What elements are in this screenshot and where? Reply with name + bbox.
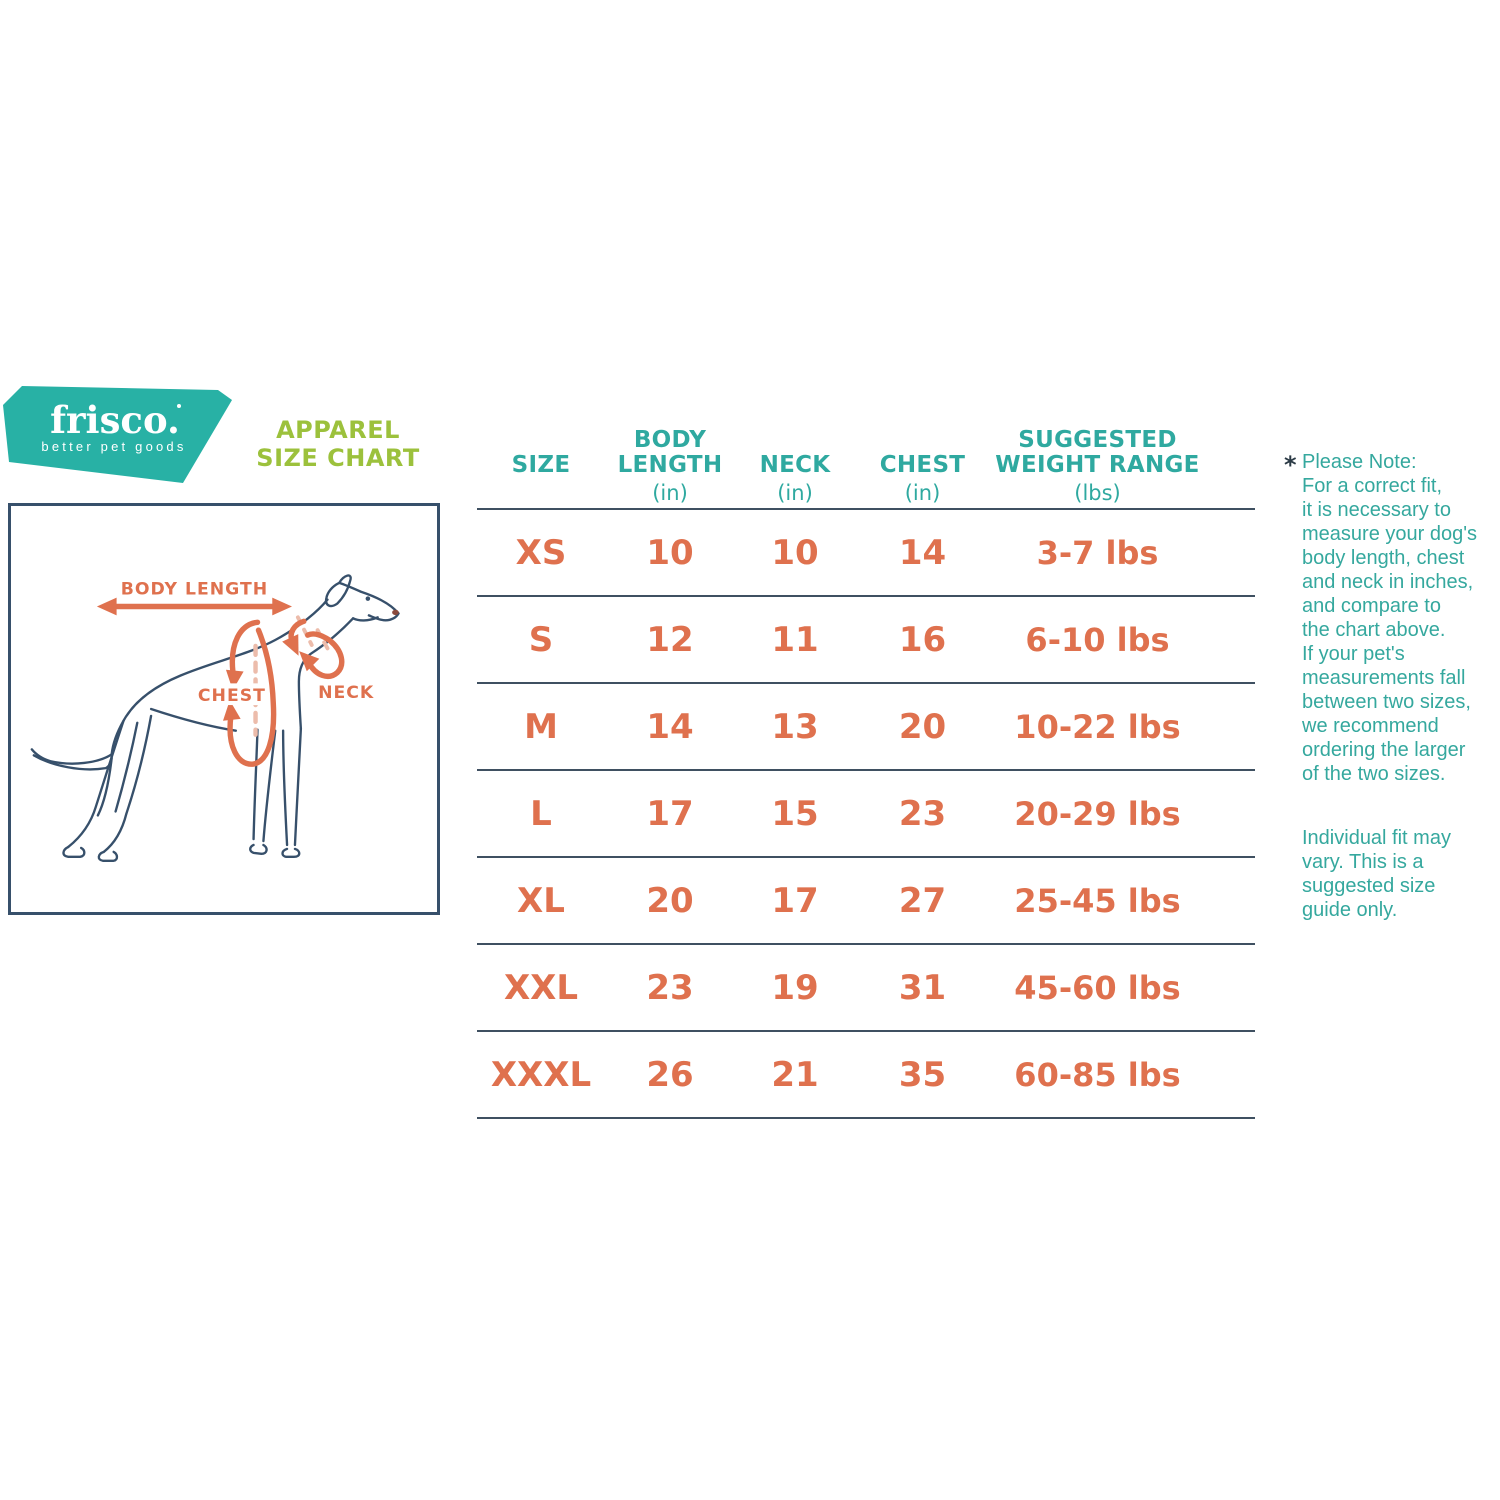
table-cell: 17	[771, 880, 819, 921]
chest-girth-arc	[227, 619, 277, 767]
asterisk-icon: *	[1284, 451, 1297, 479]
chest-label-backing	[198, 683, 266, 706]
table-cell: 20	[898, 706, 947, 747]
table-cell: 35	[898, 1054, 947, 1095]
header-neck-label: NECK	[759, 452, 831, 478]
table-cell: 23	[898, 793, 947, 834]
table-row: L 17 15 23 20-29 lbs	[477, 771, 1255, 858]
table-cell: 31	[898, 967, 947, 1008]
table-cell: XXXL	[490, 1054, 592, 1095]
dog-nose	[392, 609, 399, 616]
table-cell: 11	[771, 619, 819, 660]
table-cell: 10	[646, 532, 694, 573]
table-cell: 20	[646, 880, 694, 921]
table-cell: 3-7 lbs	[1036, 533, 1159, 572]
header-body-length: BODY LENGTH (in)	[605, 428, 735, 508]
table-cell: 14	[646, 706, 694, 747]
logo-brand-text: frisco.	[50, 398, 180, 442]
table-row: XL 20 17 27 25-45 lbs	[477, 858, 1255, 945]
table-row: XXXL 26 21 35 60-85 lbs	[477, 1032, 1255, 1119]
table-cell: 15	[771, 793, 819, 834]
table-cell: 27	[898, 880, 947, 921]
size-table: SIZE BODY LENGTH (in) NECK (in) CHEST (i…	[477, 406, 1255, 1119]
table-cell: 26	[646, 1054, 694, 1095]
table-row: M 14 13 20 10-22 lbs	[477, 684, 1255, 771]
table-cell: XS	[515, 532, 567, 573]
table-cell: XXL	[503, 967, 579, 1008]
table-cell: 45-60 lbs	[1014, 968, 1181, 1007]
page-title: APPAREL SIZE CHART	[256, 416, 420, 472]
header-body-length-label: BODY LENGTH	[617, 427, 723, 478]
header-neck: NECK (in)	[735, 453, 855, 508]
table-cell: 21	[771, 1054, 819, 1095]
header-neck-unit: (in)	[777, 481, 813, 505]
header-size: SIZE	[477, 453, 605, 508]
fit-note: * Please Note: For a correct fit, it is …	[1284, 450, 1500, 922]
dog-outline-drawing	[30, 574, 400, 862]
table-cell: S	[528, 619, 554, 660]
header-chest-label: CHEST	[879, 452, 966, 478]
header-size-label: SIZE	[511, 452, 571, 478]
logo-tagline-text: better pet goods	[41, 439, 186, 454]
table-cell: 12	[646, 619, 694, 660]
logo-banner-shape	[3, 386, 232, 483]
table-cell: L	[530, 793, 552, 834]
table-cell: 17	[646, 793, 694, 834]
header-chest: CHEST (in)	[855, 453, 990, 508]
chest-label: CHEST	[198, 686, 266, 706]
table-cell: 60-85 lbs	[1014, 1055, 1181, 1094]
table-cell: 20-29 lbs	[1014, 794, 1181, 833]
table-cell: 25-45 lbs	[1014, 881, 1181, 920]
table-cell: 19	[771, 967, 819, 1008]
table-cell: 14	[898, 532, 947, 573]
table-cell: 16	[898, 619, 947, 660]
header-weight-range: SUGGESTED WEIGHT RANGE (lbs)	[990, 428, 1255, 508]
table-cell: 23	[646, 967, 694, 1008]
table-cell: 10-22 lbs	[1014, 707, 1181, 746]
dog-eye	[365, 596, 371, 601]
frisco-logo: frisco. better pet goods	[3, 383, 235, 487]
dog-measurement-diagram: BODY LENGTH CHEST NECK	[8, 503, 440, 915]
table-cell: 13	[771, 706, 819, 747]
note-paragraph-disclaimer: Individual fit may vary. This is a sugge…	[1302, 827, 1451, 921]
header-body-length-unit: (in)	[652, 481, 688, 505]
frisco-logo-banner: frisco. better pet goods	[3, 386, 232, 483]
header-weight-range-unit: (lbs)	[1074, 481, 1121, 505]
header-chest-unit: (in)	[904, 481, 941, 505]
header-weight-range-label: SUGGESTED WEIGHT RANGE	[995, 427, 1200, 478]
registered-mark-icon	[177, 404, 181, 408]
dog-diagram-svg: BODY LENGTH CHEST NECK	[30, 574, 400, 862]
table-cell: 6-10 lbs	[1025, 620, 1170, 659]
neck-label: NECK	[318, 683, 374, 703]
table-row: XXL 23 19 31 45-60 lbs	[477, 945, 1255, 1032]
table-cell: XL	[517, 880, 565, 921]
table-cell: M	[524, 706, 558, 747]
table-row: XS 10 10 14 3-7 lbs	[477, 508, 1255, 597]
size-table-header: SIZE BODY LENGTH (in) NECK (in) CHEST (i…	[477, 406, 1255, 508]
table-row: S 12 11 16 6-10 lbs	[477, 597, 1255, 684]
table-cell: 10	[771, 532, 819, 573]
measurement-annotations: BODY LENGTH CHEST NECK	[96, 580, 374, 767]
size-table-body: XS 10 10 14 3-7 lbs S 12 11 16 6-10 lbs M 14 13 20 10-…	[477, 508, 1255, 1119]
body-length-label: BODY LENGTH	[121, 580, 268, 600]
note-paragraph-fit: Please Note: For a correct fit, it is ne…	[1302, 451, 1478, 785]
